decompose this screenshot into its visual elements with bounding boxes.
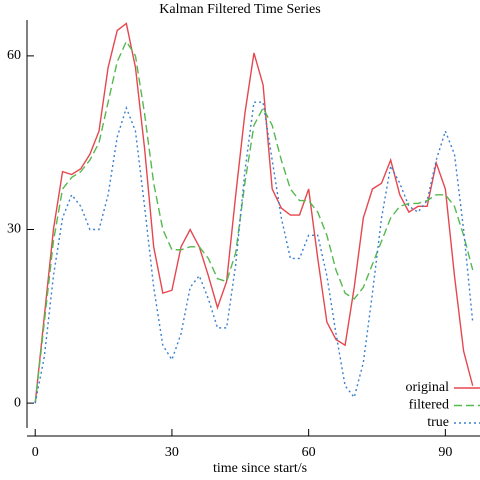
series-line (34, 39, 474, 404)
series-line (34, 101, 474, 404)
x-tick-label: 0 (32, 445, 39, 460)
series-line (34, 22, 474, 404)
x-tick-label: 30 (165, 445, 179, 460)
x-axis-label: time since start/s (213, 461, 307, 476)
legend-label: true (427, 415, 449, 430)
y-tick-label: 30 (7, 222, 21, 237)
y-tick-label: 0 (14, 395, 21, 410)
plot-area (34, 22, 474, 404)
x-tick-label: 60 (302, 445, 316, 460)
x-tick-label: 90 (438, 445, 452, 460)
legend-label: filtered (409, 398, 449, 413)
y-tick-label: 60 (7, 48, 21, 63)
chart-title: Kalman Filtered Time Series (159, 2, 320, 17)
legend-label: original (405, 380, 449, 395)
